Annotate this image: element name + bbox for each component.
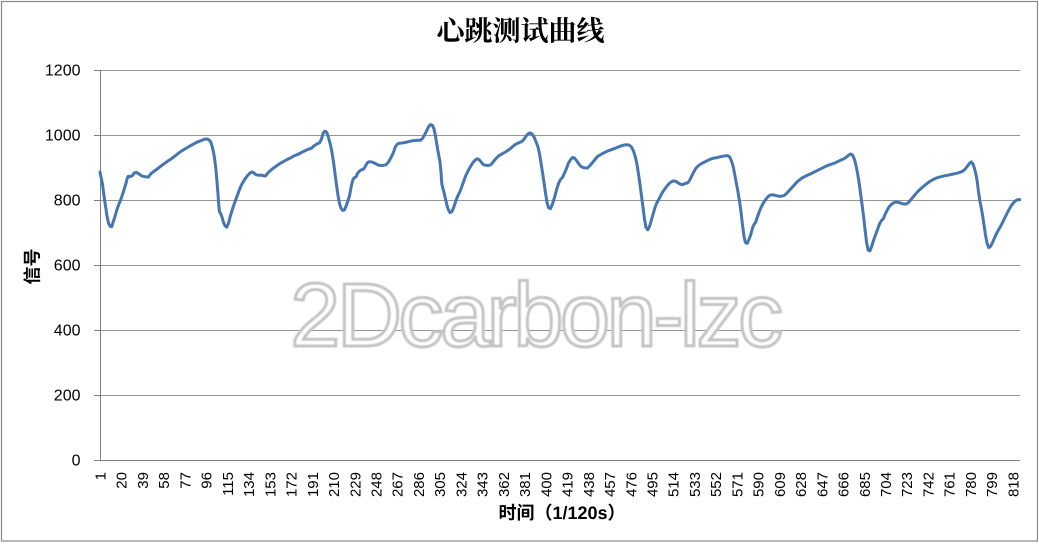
svg-text:457: 457 [602,472,619,497]
svg-text:438: 438 [581,472,598,497]
svg-text:600: 600 [54,258,81,275]
svg-text:210: 210 [326,472,343,497]
svg-text:229: 229 [347,472,364,497]
svg-text:571: 571 [729,472,746,497]
svg-text:590: 590 [751,472,768,497]
svg-text:761: 761 [942,472,959,497]
svg-text:476: 476 [623,472,640,497]
svg-text:153: 153 [262,472,279,497]
svg-text:267: 267 [390,472,407,497]
svg-text:400: 400 [538,472,555,497]
svg-text:628: 628 [793,472,810,497]
svg-text:115: 115 [220,472,237,496]
svg-text:286: 286 [411,472,428,497]
svg-text:818: 818 [1005,472,1022,497]
svg-text:800: 800 [54,193,81,210]
svg-text:647: 647 [814,472,831,497]
svg-text:172: 172 [284,472,301,497]
svg-text:419: 419 [560,472,577,497]
svg-text:39: 39 [135,472,152,489]
svg-text:495: 495 [644,472,661,497]
svg-text:514: 514 [666,472,683,497]
svg-text:799: 799 [984,472,1001,497]
svg-text:362: 362 [496,472,513,497]
svg-text:704: 704 [878,472,895,497]
svg-text:533: 533 [687,472,704,497]
svg-text:20: 20 [114,472,131,489]
svg-text:2Dcarbon-lzc: 2Dcarbon-lzc [290,266,781,366]
svg-text:0: 0 [72,453,81,470]
svg-text:305: 305 [432,472,449,497]
svg-text:248: 248 [368,472,385,497]
svg-text:134: 134 [241,472,258,497]
svg-text:742: 742 [920,472,937,497]
svg-text:1200: 1200 [45,63,81,80]
svg-text:343: 343 [475,472,492,497]
svg-text:96: 96 [199,472,216,489]
svg-text:381: 381 [517,472,534,497]
svg-text:1000: 1000 [45,128,81,145]
svg-text:666: 666 [836,472,853,497]
svg-text:780: 780 [963,472,980,497]
svg-text:685: 685 [857,472,874,497]
svg-text:58: 58 [156,472,173,489]
svg-text:723: 723 [899,472,916,497]
svg-text:609: 609 [772,472,789,497]
svg-text:191: 191 [305,472,322,497]
svg-text:552: 552 [708,472,725,497]
svg-text:200: 200 [54,388,81,405]
svg-text:400: 400 [54,323,81,340]
svg-text:77: 77 [177,472,194,489]
svg-text:1: 1 [93,472,110,480]
svg-text:324: 324 [453,472,470,497]
